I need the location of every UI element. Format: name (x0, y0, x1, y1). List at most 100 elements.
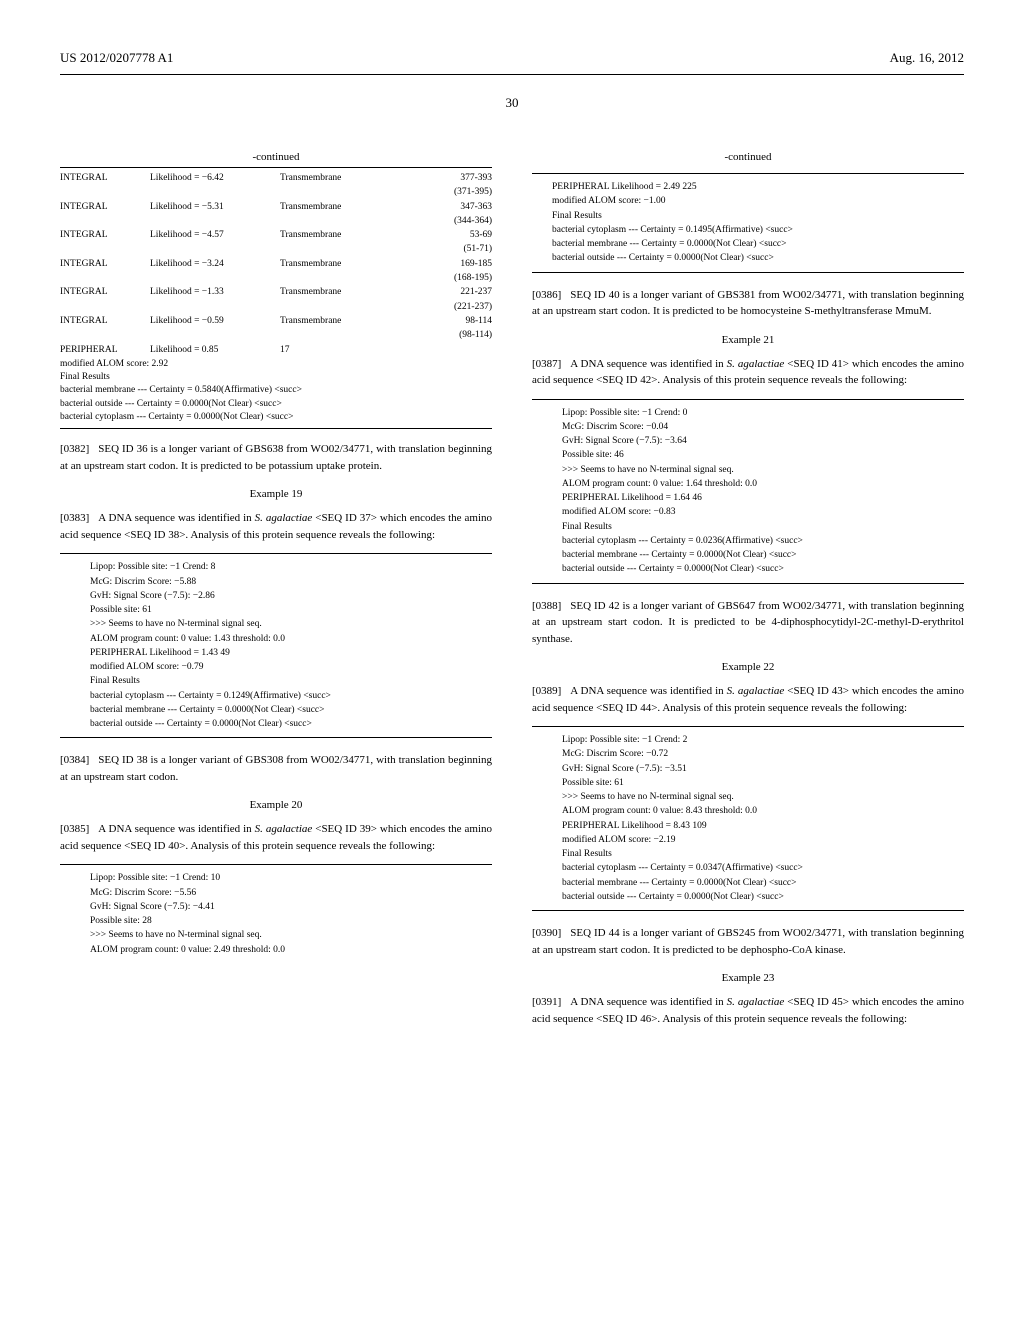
cell: 377-393 (380, 172, 492, 185)
paragraph-0391: [0391] A DNA sequence was identified in … (532, 994, 964, 1027)
cell: INTEGRAL (60, 286, 150, 299)
cell: 169-185 (380, 258, 492, 271)
table-row: (98-114) (60, 329, 492, 342)
para-num: [0384] (60, 754, 89, 766)
analysis-line: bacterial outside --- Certainty = 0.0000… (90, 717, 462, 731)
para-num: [0390] (532, 927, 561, 939)
para-text: SEQ ID 40 is a longer variant of GBS381 … (532, 289, 964, 318)
analysis-line: bacterial membrane --- Certainty = 0.000… (562, 876, 934, 890)
page-header: US 2012/0207778 A1 Aug. 16, 2012 (60, 50, 964, 66)
table-footer-line: bacterial membrane --- Certainty = 0.584… (60, 384, 492, 397)
paragraph-0386: [0386] SEQ ID 40 is a longer variant of … (532, 287, 964, 320)
table-row: INTEGRAL Likelihood = −3.24 Transmembran… (60, 258, 492, 271)
cell: Likelihood = −0.59 (150, 315, 280, 328)
table-integral-peripheral: INTEGRAL Likelihood = −6.42 Transmembran… (60, 167, 492, 429)
table-row: (51-71) (60, 243, 492, 256)
cell: (221-237) (380, 301, 492, 314)
analysis-line: Final Results (90, 674, 462, 688)
paragraph-0387: [0387] A DNA sequence was identified in … (532, 356, 964, 389)
paragraph-0382: [0382] SEQ ID 36 is a longer variant of … (60, 441, 492, 474)
para-text-pre: A DNA sequence was identified in (98, 823, 254, 835)
analysis-line: Possible site: 61 (562, 776, 934, 790)
para-num: [0387] (532, 358, 561, 370)
analysis-line: PERIPHERAL Likelihood = 2.49 225 (552, 180, 944, 194)
cell: Transmembrane (280, 315, 380, 328)
analysis-line: modified ALOM score: −0.83 (562, 505, 934, 519)
analysis-line: bacterial outside --- Certainty = 0.0000… (552, 251, 944, 265)
analysis-line: >>> Seems to have no N-terminal signal s… (562, 790, 934, 804)
cell: 347-363 (380, 201, 492, 214)
table-row: INTEGRAL Likelihood = −5.31 Transmembran… (60, 201, 492, 214)
analysis-line: bacterial outside --- Certainty = 0.0000… (562, 890, 934, 904)
analysis-line: McG: Discrim Score: −5.56 (90, 886, 462, 900)
table-row: INTEGRAL Likelihood = −6.42 Transmembran… (60, 172, 492, 185)
analysis-line: modified ALOM score: −0.79 (90, 660, 462, 674)
analysis-line: GvH: Signal Score (−7.5): −3.64 (562, 434, 934, 448)
paragraph-0390: [0390] SEQ ID 44 is a longer variant of … (532, 925, 964, 958)
analysis-line: ALOM program count: 0 value: 1.64 thresh… (562, 477, 934, 491)
cell: Likelihood = −3.24 (150, 258, 280, 271)
doc-date: Aug. 16, 2012 (890, 50, 964, 66)
continued-label: -continued (532, 151, 964, 163)
analysis-line: Final Results (552, 209, 944, 223)
content-columns: -continued INTEGRAL Likelihood = −6.42 T… (60, 151, 964, 1037)
cell: Likelihood = 0.85 (150, 344, 280, 357)
table-footer-line: bacterial outside --- Certainty = 0.0000… (60, 398, 492, 411)
analysis-line: bacterial cytoplasm --- Certainty = 0.12… (90, 689, 462, 703)
table-row: INTEGRAL Likelihood = −1.33 Transmembran… (60, 286, 492, 299)
para-text-pre: A DNA sequence was identified in (570, 358, 726, 370)
analysis-line: bacterial membrane --- Certainty = 0.000… (552, 237, 944, 251)
cell: Transmembrane (280, 172, 380, 185)
cell: INTEGRAL (60, 172, 150, 185)
doc-number: US 2012/0207778 A1 (60, 50, 173, 66)
analysis-line: McG: Discrim Score: −5.88 (90, 575, 462, 589)
analysis-line: PERIPHERAL Likelihood = 8.43 109 (562, 819, 934, 833)
analysis-line: Possible site: 46 (562, 448, 934, 462)
cell: PERIPHERAL (60, 344, 150, 357)
analysis-line: McG: Discrim Score: −0.04 (562, 420, 934, 434)
cell: Transmembrane (280, 258, 380, 271)
header-divider (60, 74, 964, 75)
para-num: [0391] (532, 996, 561, 1008)
para-num: [0386] (532, 289, 561, 301)
analysis-line: Lipop: Possible site: −1 Crend: 10 (90, 871, 462, 885)
cell: (51-71) (380, 243, 492, 256)
table-footer-line: bacterial cytoplasm --- Certainty = 0.00… (60, 411, 492, 424)
continued-label: -continued (60, 151, 492, 163)
cell: INTEGRAL (60, 229, 150, 242)
analysis-line: GvH: Signal Score (−7.5): −3.51 (562, 762, 934, 776)
example-22-title: Example 22 (532, 661, 964, 673)
analysis-line: Final Results (562, 520, 934, 534)
cell: 17 (280, 344, 380, 357)
example-20-title: Example 20 (60, 799, 492, 811)
cell: INTEGRAL (60, 315, 150, 328)
table-row: PERIPHERAL Likelihood = 0.85 17 (60, 344, 492, 357)
para-num: [0388] (532, 600, 561, 612)
para-num: [0385] (60, 823, 89, 835)
para-text: SEQ ID 38 is a longer variant of GBS308 … (60, 754, 492, 783)
cell: 53-69 (380, 229, 492, 242)
cell: 98-114 (380, 315, 492, 328)
cell: Transmembrane (280, 229, 380, 242)
analysis-line: Possible site: 61 (90, 603, 462, 617)
paragraph-0388: [0388] SEQ ID 42 is a longer variant of … (532, 598, 964, 648)
analysis-box-example-20-partial: Lipop: Possible site: −1 Crend: 10 McG: … (60, 864, 492, 957)
para-num: [0382] (60, 443, 89, 455)
table-row: INTEGRAL Likelihood = −4.57 Transmembran… (60, 229, 492, 242)
analysis-box-example-22: Lipop: Possible site: −1 Crend: 2 McG: D… (532, 726, 964, 911)
analysis-line: GvH: Signal Score (−7.5): −2.86 (90, 589, 462, 603)
analysis-line: >>> Seems to have no N-terminal signal s… (90, 617, 462, 631)
analysis-line: Final Results (562, 847, 934, 861)
analysis-line: bacterial cytoplasm --- Certainty = 0.03… (562, 861, 934, 875)
para-text: SEQ ID 36 is a longer variant of GBS638 … (60, 443, 492, 472)
cell: (371-395) (380, 186, 492, 199)
cell: 221-237 (380, 286, 492, 299)
analysis-line: Lipop: Possible site: −1 Crend: 2 (562, 733, 934, 747)
table-footer-line: Final Results (60, 371, 492, 384)
table-row: (221-237) (60, 301, 492, 314)
cell: INTEGRAL (60, 201, 150, 214)
cell: (168-195) (380, 272, 492, 285)
cell: Likelihood = −1.33 (150, 286, 280, 299)
para-text: SEQ ID 44 is a longer variant of GBS245 … (532, 927, 964, 956)
example-23-title: Example 23 (532, 972, 964, 984)
